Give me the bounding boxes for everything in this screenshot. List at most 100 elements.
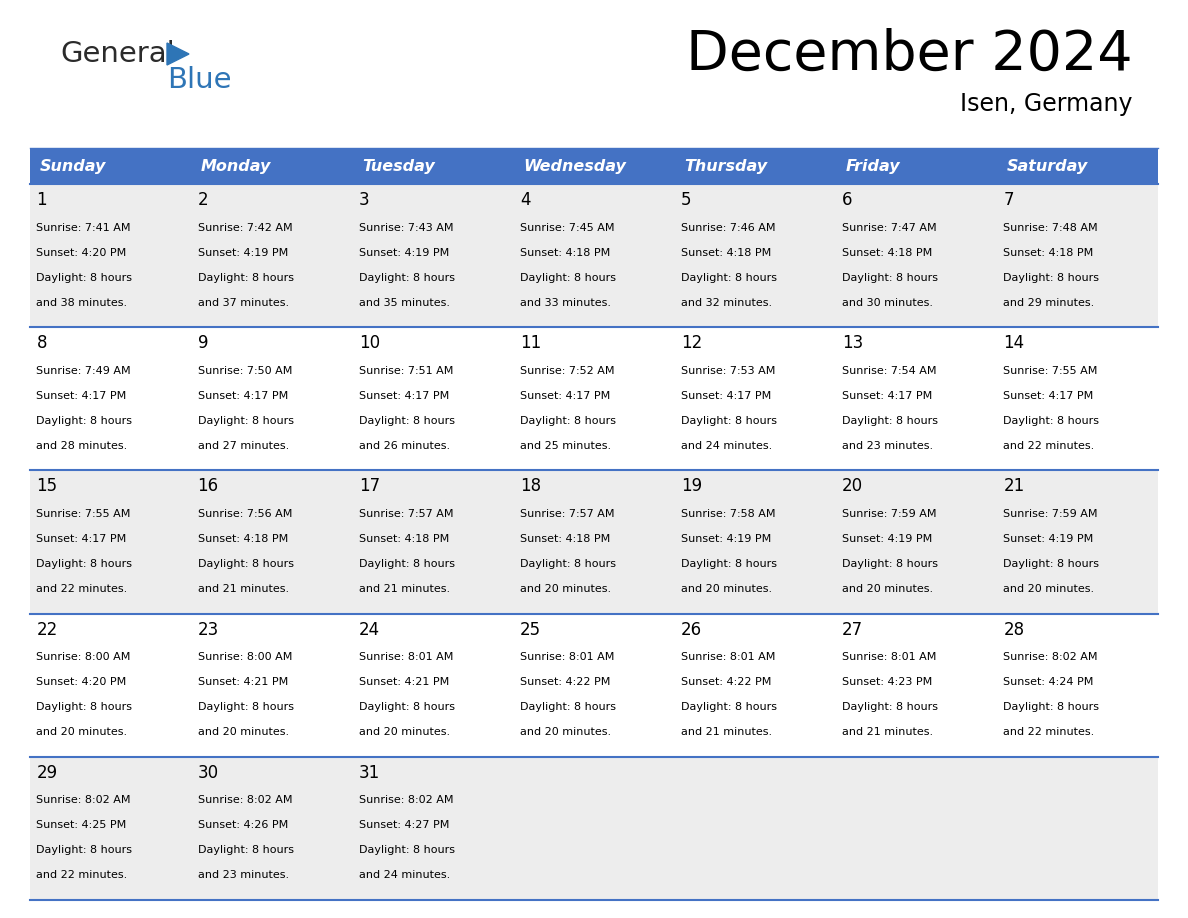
Text: and 23 minutes.: and 23 minutes. xyxy=(842,441,934,451)
Text: 28: 28 xyxy=(1004,621,1024,639)
Text: Sunset: 4:17 PM: Sunset: 4:17 PM xyxy=(37,391,127,401)
Bar xyxy=(513,148,675,184)
Text: Daylight: 8 hours: Daylight: 8 hours xyxy=(842,273,939,283)
Text: Sunrise: 8:02 AM: Sunrise: 8:02 AM xyxy=(359,795,454,805)
Text: Sunset: 4:19 PM: Sunset: 4:19 PM xyxy=(842,534,933,544)
Text: Sunrise: 7:41 AM: Sunrise: 7:41 AM xyxy=(37,222,131,232)
Text: and 29 minutes.: and 29 minutes. xyxy=(1004,297,1094,308)
Text: and 20 minutes.: and 20 minutes. xyxy=(842,584,934,594)
Text: 7: 7 xyxy=(1004,191,1013,209)
Text: Daylight: 8 hours: Daylight: 8 hours xyxy=(359,416,455,426)
Text: and 32 minutes.: and 32 minutes. xyxy=(681,297,772,308)
Text: 26: 26 xyxy=(681,621,702,639)
Bar xyxy=(30,327,1158,470)
Text: Daylight: 8 hours: Daylight: 8 hours xyxy=(1004,702,1099,712)
Text: and 28 minutes.: and 28 minutes. xyxy=(37,441,127,451)
Text: and 22 minutes.: and 22 minutes. xyxy=(1004,441,1094,451)
Text: 29: 29 xyxy=(37,764,57,782)
Text: and 20 minutes.: and 20 minutes. xyxy=(520,584,611,594)
Text: Sunset: 4:24 PM: Sunset: 4:24 PM xyxy=(1004,677,1094,688)
Text: Sunset: 4:23 PM: Sunset: 4:23 PM xyxy=(842,677,933,688)
Text: Sunset: 4:17 PM: Sunset: 4:17 PM xyxy=(681,391,771,401)
Text: Daylight: 8 hours: Daylight: 8 hours xyxy=(842,416,939,426)
Text: Sunset: 4:17 PM: Sunset: 4:17 PM xyxy=(842,391,933,401)
Text: Sunset: 4:18 PM: Sunset: 4:18 PM xyxy=(197,534,287,544)
Text: Daylight: 8 hours: Daylight: 8 hours xyxy=(520,702,615,712)
Text: Sunset: 4:21 PM: Sunset: 4:21 PM xyxy=(359,677,449,688)
Text: Daylight: 8 hours: Daylight: 8 hours xyxy=(197,416,293,426)
Text: 11: 11 xyxy=(520,334,541,353)
Text: Sunset: 4:17 PM: Sunset: 4:17 PM xyxy=(37,534,127,544)
Text: and 22 minutes.: and 22 minutes. xyxy=(1004,727,1094,737)
Text: and 20 minutes.: and 20 minutes. xyxy=(520,727,611,737)
Bar xyxy=(997,148,1158,184)
Text: Daylight: 8 hours: Daylight: 8 hours xyxy=(359,845,455,856)
Text: 25: 25 xyxy=(520,621,541,639)
Text: Sunset: 4:19 PM: Sunset: 4:19 PM xyxy=(359,248,449,258)
Text: Friday: Friday xyxy=(846,159,901,174)
Text: Daylight: 8 hours: Daylight: 8 hours xyxy=(681,273,777,283)
Text: Sunrise: 7:49 AM: Sunrise: 7:49 AM xyxy=(37,365,131,375)
Text: and 21 minutes.: and 21 minutes. xyxy=(197,584,289,594)
Text: and 21 minutes.: and 21 minutes. xyxy=(842,727,934,737)
Text: and 20 minutes.: and 20 minutes. xyxy=(197,727,289,737)
Text: and 20 minutes.: and 20 minutes. xyxy=(1004,584,1094,594)
Text: and 33 minutes.: and 33 minutes. xyxy=(520,297,611,308)
Text: Daylight: 8 hours: Daylight: 8 hours xyxy=(359,273,455,283)
Text: 30: 30 xyxy=(197,764,219,782)
Text: Sunrise: 8:01 AM: Sunrise: 8:01 AM xyxy=(520,652,614,662)
Text: Daylight: 8 hours: Daylight: 8 hours xyxy=(1004,559,1099,569)
Text: Sunrise: 8:02 AM: Sunrise: 8:02 AM xyxy=(1004,652,1098,662)
Text: Daylight: 8 hours: Daylight: 8 hours xyxy=(1004,273,1099,283)
Text: Sunrise: 7:46 AM: Sunrise: 7:46 AM xyxy=(681,222,776,232)
Text: Sunset: 4:19 PM: Sunset: 4:19 PM xyxy=(197,248,287,258)
Text: 2: 2 xyxy=(197,191,208,209)
Text: 6: 6 xyxy=(842,191,853,209)
Text: 5: 5 xyxy=(681,191,691,209)
Text: Daylight: 8 hours: Daylight: 8 hours xyxy=(359,559,455,569)
Text: Sunset: 4:19 PM: Sunset: 4:19 PM xyxy=(681,534,771,544)
Text: 17: 17 xyxy=(359,477,380,496)
Text: Sunrise: 7:58 AM: Sunrise: 7:58 AM xyxy=(681,509,776,519)
Text: and 26 minutes.: and 26 minutes. xyxy=(359,441,450,451)
Text: Daylight: 8 hours: Daylight: 8 hours xyxy=(37,845,132,856)
Text: and 20 minutes.: and 20 minutes. xyxy=(681,584,772,594)
Text: Sunrise: 8:01 AM: Sunrise: 8:01 AM xyxy=(359,652,453,662)
Text: and 20 minutes.: and 20 minutes. xyxy=(359,727,450,737)
Text: and 22 minutes.: and 22 minutes. xyxy=(37,870,127,880)
Text: Sunset: 4:18 PM: Sunset: 4:18 PM xyxy=(842,248,933,258)
Text: Sunrise: 7:52 AM: Sunrise: 7:52 AM xyxy=(520,365,614,375)
Text: 20: 20 xyxy=(842,477,864,496)
Text: Tuesday: Tuesday xyxy=(362,159,435,174)
Text: Sunrise: 7:45 AM: Sunrise: 7:45 AM xyxy=(520,222,614,232)
Text: 9: 9 xyxy=(197,334,208,353)
Text: Wednesday: Wednesday xyxy=(523,159,626,174)
Text: Sunset: 4:25 PM: Sunset: 4:25 PM xyxy=(37,821,127,831)
Text: Sunrise: 7:43 AM: Sunrise: 7:43 AM xyxy=(359,222,454,232)
Text: 3: 3 xyxy=(359,191,369,209)
Text: and 21 minutes.: and 21 minutes. xyxy=(681,727,772,737)
Text: December 2024: December 2024 xyxy=(687,28,1133,82)
Bar xyxy=(353,148,513,184)
Text: 21: 21 xyxy=(1004,477,1024,496)
Text: Sunrise: 7:57 AM: Sunrise: 7:57 AM xyxy=(520,509,614,519)
Text: 27: 27 xyxy=(842,621,864,639)
Text: Sunset: 4:17 PM: Sunset: 4:17 PM xyxy=(1004,391,1093,401)
Text: Sunset: 4:20 PM: Sunset: 4:20 PM xyxy=(37,248,127,258)
Text: Isen, Germany: Isen, Germany xyxy=(961,92,1133,116)
Text: Sunrise: 7:55 AM: Sunrise: 7:55 AM xyxy=(1004,365,1098,375)
Text: Sunrise: 8:00 AM: Sunrise: 8:00 AM xyxy=(37,652,131,662)
Bar xyxy=(30,184,1158,327)
Text: Sunset: 4:18 PM: Sunset: 4:18 PM xyxy=(681,248,771,258)
Bar xyxy=(30,470,1158,613)
Text: and 21 minutes.: and 21 minutes. xyxy=(359,584,450,594)
Text: Sunday: Sunday xyxy=(39,159,106,174)
Text: and 24 minutes.: and 24 minutes. xyxy=(359,870,450,880)
Text: Daylight: 8 hours: Daylight: 8 hours xyxy=(197,845,293,856)
Text: Saturday: Saturday xyxy=(1006,159,1088,174)
Text: and 24 minutes.: and 24 minutes. xyxy=(681,441,772,451)
Bar xyxy=(191,148,353,184)
Text: Sunset: 4:17 PM: Sunset: 4:17 PM xyxy=(197,391,287,401)
Text: 12: 12 xyxy=(681,334,702,353)
Text: Daylight: 8 hours: Daylight: 8 hours xyxy=(37,702,132,712)
